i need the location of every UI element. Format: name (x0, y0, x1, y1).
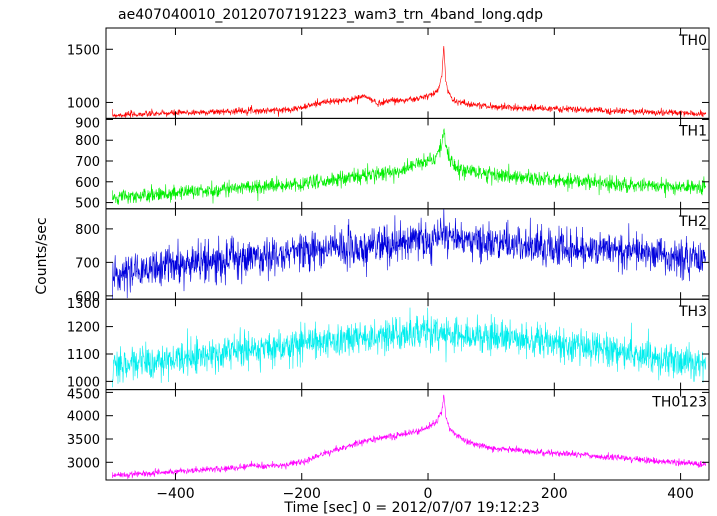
y-tick-label: 1100 (67, 348, 100, 363)
chart-title: ae407040010_20120707191223_wam3_trn_4ban… (118, 7, 543, 23)
series-line-th0 (112, 45, 707, 119)
panel-th1: 500 600 700 800 900 TH1 (75, 116, 710, 212)
panel-th0123: 3000 3500 4000 4500 TH0123 (67, 388, 710, 481)
y-tick-label: 3500 (67, 433, 100, 448)
panel-label-th2: TH2 (678, 214, 707, 230)
x-axis-label: Time [sec] 0 = 2012/07/07 19:12:23 (283, 500, 539, 516)
series-line-th1 (112, 128, 707, 205)
panel-label-th3: TH3 (678, 304, 707, 320)
panel-label-th0123: TH0123 (651, 395, 707, 411)
x-tick-label: −400 (156, 486, 194, 502)
y-tick-label: 1200 (67, 321, 100, 336)
y-tick-label: 500 (75, 197, 100, 212)
y-tick-label: 1300 (67, 297, 100, 312)
panel-label-th1: TH1 (678, 123, 707, 139)
x-tick-label: 0 (424, 486, 433, 502)
y-tick-label: 4500 (67, 388, 100, 403)
y-tick-label: 700 (75, 155, 100, 170)
y-tick-label: 600 (75, 176, 100, 191)
panel-th3: 1000 1100 1200 1300 TH3 (67, 297, 710, 390)
y-tick-label: 1000 (67, 96, 100, 111)
panel-frame (105, 389, 710, 481)
y-axis-label: Counts/sec (34, 217, 50, 294)
x-tick-label: 200 (541, 486, 568, 502)
y-tick-label: 1500 (67, 43, 100, 58)
y-tick-label: 800 (75, 134, 100, 149)
series-line-th2 (112, 208, 707, 299)
y-tick-label: 1000 (67, 375, 100, 390)
x-tick-label: −200 (283, 486, 321, 502)
x-axis: −400 −200 0 200 400 (156, 486, 694, 502)
panel-label-th0: TH0 (678, 33, 707, 49)
panels: 1000 1500 TH0 500 600 700 800 900 TH1 600 700 800 TH… (67, 27, 710, 502)
y-tick-label: 600 (75, 290, 100, 305)
panel-th2: 600 700 800 TH2 (75, 208, 710, 305)
y-tick-label: 900 (75, 116, 100, 131)
y-tick-label: 800 (75, 223, 100, 238)
panel-frame (105, 27, 710, 119)
panel-th0: 1000 1500 TH0 (67, 27, 710, 119)
series-line-th0123 (112, 394, 707, 480)
y-tick-label: 4000 (67, 410, 100, 425)
x-tick-label: 400 (667, 486, 694, 502)
y-tick-label: 700 (75, 256, 100, 271)
series-line-th3 (112, 307, 707, 388)
y-tick-label: 3000 (67, 456, 100, 471)
